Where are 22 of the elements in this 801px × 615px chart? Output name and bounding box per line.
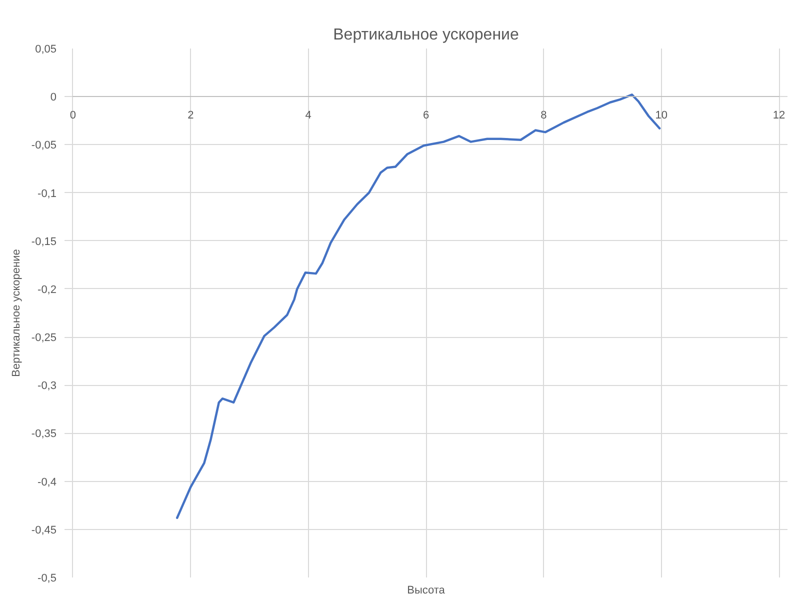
x-tick-label: 0 [70,110,76,122]
y-tick-label: -0,35 [31,428,57,440]
chart-title: Вертикальное ускорение [333,26,519,44]
x-tick-label: 12 [772,110,786,122]
x-tick-label: 6 [422,110,430,122]
y-tick-label: -0,1 [38,188,57,200]
y-tick-label: 0,05 [35,44,57,56]
y-tick-label: -0,2 [38,284,57,296]
y-tick-label: -0,15 [31,236,57,248]
y-tick-label: -0,05 [31,140,57,152]
x-tick-label: 4 [305,110,312,122]
y-tick-label: 0 [50,92,57,104]
y-axis-title: Вертикальное ускорение [10,249,22,377]
y-tick-label: -0,3 [38,380,57,392]
x-tick-label: 10 [655,110,668,122]
x-axis-title: Высота [407,584,446,596]
x-tick-label: 2 [188,110,194,122]
x-tick-label: 8 [540,110,547,122]
y-tick-label: -0,45 [31,524,57,536]
y-tick-label: -0,5 [38,572,57,584]
y-tick-label: -0,4 [38,476,57,488]
y-tick-label: -0,25 [31,332,57,344]
